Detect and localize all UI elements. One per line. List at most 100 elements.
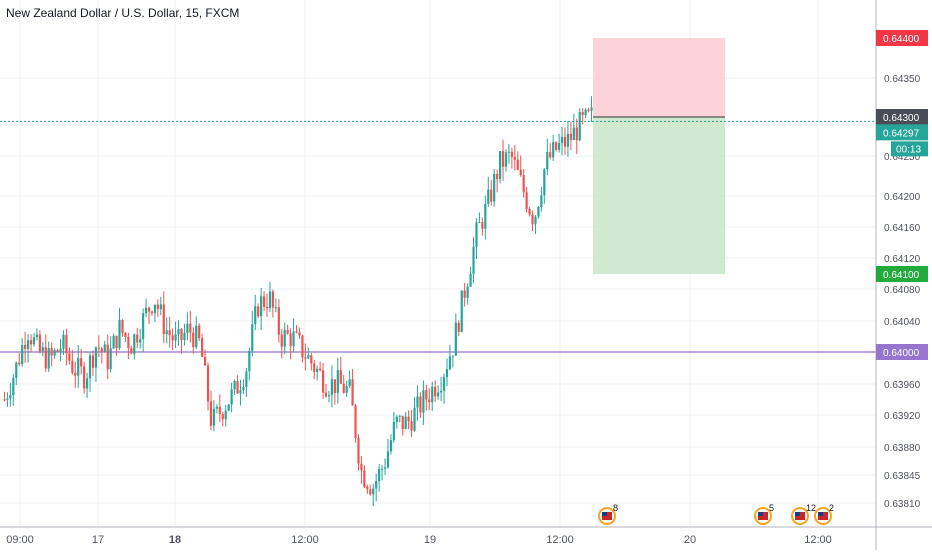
candle-body [572, 127, 575, 141]
candle-body [198, 325, 201, 339]
candle-body [330, 379, 334, 396]
candle-body [351, 379, 354, 406]
event-count: 8 [613, 503, 618, 513]
candle-body [407, 416, 410, 422]
symbol-title[interactable]: New Zealand Dollar / U.S. Dollar, 15, FX… [6, 6, 240, 20]
candle-body [587, 109, 590, 111]
candle-body [345, 386, 348, 393]
event-marker: 5 [754, 503, 774, 525]
candle-body [144, 307, 148, 314]
candle-body [121, 319, 124, 333]
candle-body [239, 390, 242, 394]
candle-body [97, 347, 100, 349]
candle-body [94, 347, 98, 368]
candle-body [507, 151, 511, 153]
grid [0, 0, 876, 527]
candle-body [38, 334, 41, 352]
candle-body [557, 143, 561, 150]
candle-body [386, 451, 390, 468]
candle-body [212, 408, 216, 426]
event-count: 12 [806, 503, 816, 513]
candle-body [448, 356, 452, 370]
price-tick-label: 0.64080 [884, 285, 921, 296]
candle-body [513, 156, 516, 160]
candle-body [339, 370, 342, 384]
candle-body [366, 486, 369, 490]
price-tick-label: 0.64200 [884, 192, 921, 203]
candle-body [227, 404, 230, 411]
candle-body [342, 383, 345, 393]
candle-body [501, 151, 505, 167]
candle-body [106, 344, 109, 370]
candle-body [413, 407, 416, 431]
stop-loss-zone [593, 38, 725, 117]
take-profit-zone [593, 117, 725, 274]
candle-body [71, 360, 74, 373]
candle-body [109, 348, 112, 370]
candle-body [498, 151, 502, 180]
candle-body [286, 329, 289, 334]
price-tick-label: 0.63960 [884, 380, 921, 391]
candle-body [575, 127, 578, 141]
candle-body [321, 370, 325, 393]
candle-body [316, 368, 319, 372]
candle-body [434, 386, 437, 397]
candle-body [24, 345, 27, 349]
candle-body [510, 151, 513, 157]
candle-body [65, 334, 68, 354]
candle-body [357, 437, 360, 464]
price-tick-label: 0.63920 [884, 411, 921, 422]
candle-body [21, 345, 24, 365]
candle-body [383, 467, 387, 469]
event-marker: 2 [814, 503, 834, 525]
position-tool[interactable] [593, 38, 725, 274]
candle-body [15, 362, 18, 378]
candle-body [103, 344, 106, 353]
candle-body [304, 357, 307, 359]
event-marker: 12 [791, 503, 816, 525]
candle-body [463, 290, 466, 298]
candle-body [442, 377, 446, 391]
candle-body [496, 173, 499, 180]
candle-body [324, 392, 328, 397]
candle-body [224, 410, 227, 420]
candle-body [525, 192, 528, 209]
candle-body [375, 481, 378, 489]
candle-body [262, 296, 266, 307]
candle-body [504, 152, 508, 167]
candle-body [333, 379, 336, 394]
candle-body [162, 304, 165, 335]
candle-body [437, 392, 440, 397]
candle-body [395, 416, 398, 422]
candle-body [555, 142, 558, 150]
candle-body [18, 362, 21, 365]
candle-body [77, 358, 80, 376]
price-labels: 0.64400 0.64300 0.64297 00:13 0.64100 0.64000 [876, 30, 928, 360]
candle-body [189, 323, 192, 333]
entry-price-label-bg [876, 109, 928, 125]
candle-body [74, 372, 77, 376]
candle-body [475, 222, 478, 247]
candle-body [301, 335, 304, 358]
candle-body [6, 398, 9, 400]
candle-body [153, 304, 157, 314]
candle-body [236, 380, 239, 394]
candle-body [130, 347, 133, 354]
candle-body [546, 152, 549, 170]
price-tick-label: 0.63845 [884, 471, 921, 482]
price-tick-label: 0.64160 [884, 223, 921, 234]
last-price-label-bg [876, 124, 928, 141]
candle-body [363, 470, 366, 487]
candle-body [218, 406, 221, 415]
candle-body [112, 335, 115, 349]
candle-body [59, 348, 62, 352]
candle-body [310, 355, 313, 364]
candle-body [80, 358, 83, 367]
event-count: 2 [829, 503, 834, 513]
candle-body [133, 334, 136, 354]
candle-body [531, 214, 534, 225]
candle-body [469, 273, 472, 287]
candle-body [289, 333, 292, 347]
